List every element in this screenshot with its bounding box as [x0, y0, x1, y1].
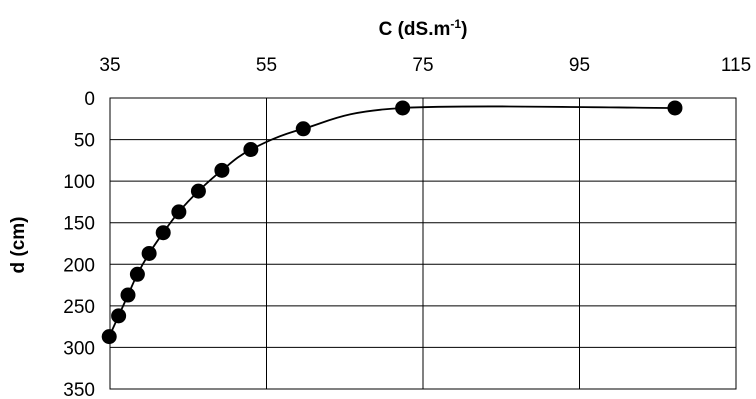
y-tick-label-6: 300: [63, 338, 95, 359]
data-point-9: [243, 142, 259, 158]
x-tick-label-3: 95: [569, 55, 590, 76]
y-tick-labels: 0 50 100 150 200 250 300 350: [63, 89, 95, 399]
data-point-8: [214, 162, 230, 178]
y-tick-label-1: 50: [74, 131, 95, 152]
x-tick-label-4: 115: [721, 55, 751, 76]
y-tick-label-4: 200: [63, 255, 95, 276]
y-axis-title: d (cm): [8, 217, 29, 274]
data-point-7: [190, 183, 206, 199]
data-point-1: [111, 308, 127, 324]
x-tick-labels: 35 55 75 95 115: [99, 55, 751, 76]
gridlines: [109, 97, 737, 390]
data-point-10: [295, 121, 311, 137]
y-tick-label-0: 0: [84, 89, 95, 110]
y-tick-label-5: 250: [63, 297, 95, 318]
x-tick-label-0: 35: [99, 55, 120, 76]
x-tick-label-1: 55: [256, 55, 277, 76]
data-point-2: [120, 287, 136, 303]
plot-area-border: [109, 97, 737, 390]
data-point-0: [101, 329, 117, 345]
series-line: [108, 105, 675, 337]
y-tick-label-3: 150: [63, 214, 95, 235]
data-points: [101, 100, 683, 345]
x-axis-title-superscript: -1: [450, 17, 461, 31]
data-point-6: [171, 204, 187, 220]
data-point-12: [667, 100, 683, 116]
y-tick-label-7: 350: [63, 380, 95, 399]
data-point-3: [129, 266, 145, 282]
x-axis-title: C (dS.m-1): [379, 17, 468, 40]
x-tick-label-2: 75: [412, 55, 433, 76]
data-point-11: [395, 100, 411, 116]
data-point-4: [141, 245, 157, 261]
y-tick-label-2: 100: [63, 172, 95, 193]
data-point-5: [155, 225, 171, 241]
